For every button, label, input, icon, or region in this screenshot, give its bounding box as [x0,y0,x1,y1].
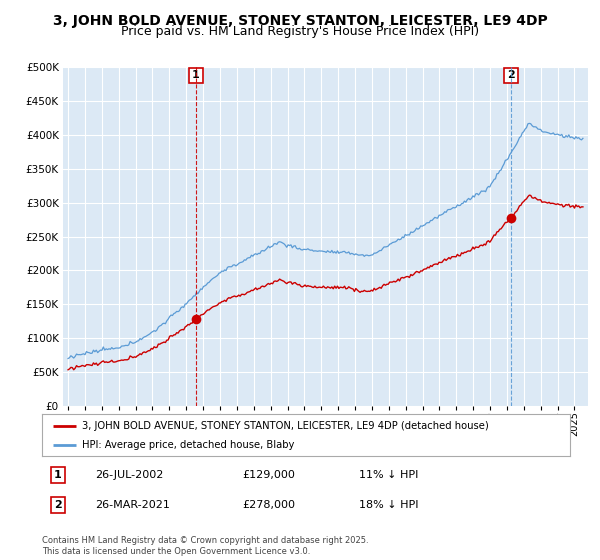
Text: Contains HM Land Registry data © Crown copyright and database right 2025.
This d: Contains HM Land Registry data © Crown c… [42,536,368,556]
Text: 2: 2 [54,500,62,510]
Text: 1: 1 [192,71,200,80]
Text: 3, JOHN BOLD AVENUE, STONEY STANTON, LEICESTER, LE9 4DP (detached house): 3, JOHN BOLD AVENUE, STONEY STANTON, LEI… [82,421,488,431]
Text: 18% ↓ HPI: 18% ↓ HPI [359,500,418,510]
Text: 26-JUL-2002: 26-JUL-2002 [95,470,163,480]
Text: 3, JOHN BOLD AVENUE, STONEY STANTON, LEICESTER, LE9 4DP: 3, JOHN BOLD AVENUE, STONEY STANTON, LEI… [53,14,547,28]
Text: Price paid vs. HM Land Registry's House Price Index (HPI): Price paid vs. HM Land Registry's House … [121,25,479,38]
Text: 1: 1 [54,470,62,480]
Text: 2: 2 [507,71,515,80]
Text: 11% ↓ HPI: 11% ↓ HPI [359,470,418,480]
Text: HPI: Average price, detached house, Blaby: HPI: Average price, detached house, Blab… [82,440,294,450]
Text: 26-MAR-2021: 26-MAR-2021 [95,500,170,510]
Text: £278,000: £278,000 [242,500,296,510]
Text: £129,000: £129,000 [242,470,296,480]
